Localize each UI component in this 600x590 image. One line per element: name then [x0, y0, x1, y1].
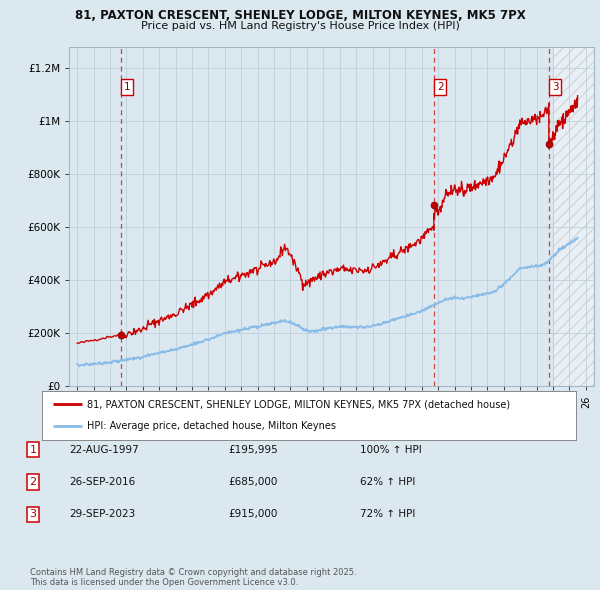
- Text: 3: 3: [29, 510, 37, 519]
- Text: £685,000: £685,000: [228, 477, 277, 487]
- Text: 2: 2: [437, 82, 444, 92]
- Text: 1: 1: [124, 82, 130, 92]
- Text: Contains HM Land Registry data © Crown copyright and database right 2025.
This d: Contains HM Land Registry data © Crown c…: [30, 568, 356, 587]
- Text: 1: 1: [29, 445, 37, 454]
- Bar: [553, 47, 594, 386]
- Text: 26-SEP-2016: 26-SEP-2016: [69, 477, 135, 487]
- Text: Price paid vs. HM Land Registry's House Price Index (HPI): Price paid vs. HM Land Registry's House …: [140, 21, 460, 31]
- Text: 81, PAXTON CRESCENT, SHENLEY LODGE, MILTON KEYNES, MK5 7PX: 81, PAXTON CRESCENT, SHENLEY LODGE, MILT…: [74, 9, 526, 22]
- Text: 72% ↑ HPI: 72% ↑ HPI: [360, 510, 415, 519]
- Text: 81, PAXTON CRESCENT, SHENLEY LODGE, MILTON KEYNES, MK5 7PX (detached house): 81, PAXTON CRESCENT, SHENLEY LODGE, MILT…: [88, 399, 511, 409]
- Text: 22-AUG-1997: 22-AUG-1997: [69, 445, 139, 454]
- Text: 62% ↑ HPI: 62% ↑ HPI: [360, 477, 415, 487]
- Text: £195,995: £195,995: [228, 445, 278, 454]
- Text: HPI: Average price, detached house, Milton Keynes: HPI: Average price, detached house, Milt…: [88, 421, 337, 431]
- Text: 100% ↑ HPI: 100% ↑ HPI: [360, 445, 422, 454]
- Text: 29-SEP-2023: 29-SEP-2023: [69, 510, 135, 519]
- Text: 2: 2: [29, 477, 37, 487]
- Text: 3: 3: [552, 82, 559, 92]
- Text: £915,000: £915,000: [228, 510, 277, 519]
